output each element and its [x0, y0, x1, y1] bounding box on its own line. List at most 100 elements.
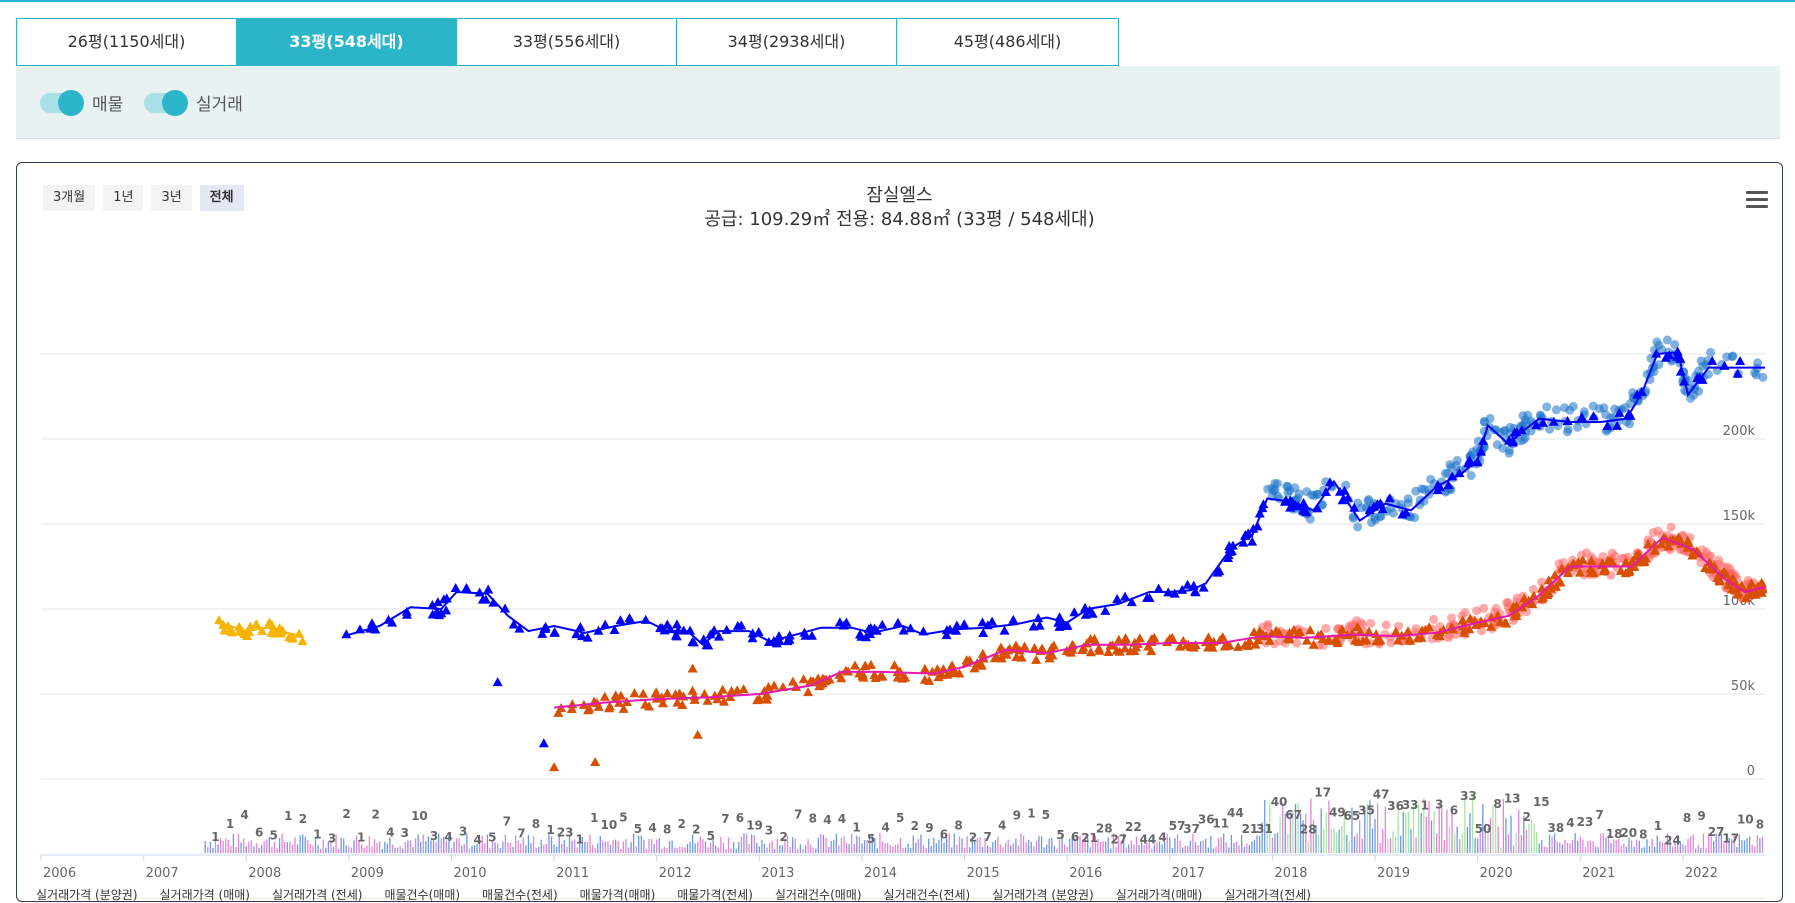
count-label: 44 [1227, 806, 1244, 820]
listing-switch[interactable] [40, 89, 84, 116]
trade-switch[interactable] [144, 89, 188, 116]
count-label: 1 [852, 821, 860, 835]
listing-point [1403, 494, 1413, 504]
trade-marker [566, 704, 577, 714]
count-label: 4 [881, 820, 889, 834]
listing-point [1363, 496, 1373, 506]
trade-marker [590, 757, 601, 766]
listing-point [1347, 620, 1357, 630]
count-label: 3 [430, 829, 438, 843]
count-label: 4 [474, 833, 482, 847]
trade-marker [999, 625, 1010, 635]
trade-marker [798, 674, 809, 684]
tab-33py-556[interactable]: 33평(556세대) [457, 19, 677, 65]
count-label: 27 [1110, 833, 1127, 847]
unit-type-tabs: 26평(1150세대) 33평(548세대) 33평(556세대) 34평(29… [16, 18, 1119, 66]
trade-marker [1037, 643, 1048, 653]
trade-marker [1501, 618, 1512, 628]
trade-marker [1212, 567, 1223, 577]
trade-marker [1727, 584, 1738, 594]
trade-marker [1707, 355, 1718, 365]
count-label: 5 [867, 832, 875, 846]
x-tick-label: 2021 [1582, 866, 1615, 881]
switch-knob [58, 89, 84, 116]
tab-34py[interactable]: 34평(2938세대) [677, 19, 897, 65]
trade-marker [1548, 416, 1559, 426]
count-label: 2 [372, 807, 380, 821]
count-label: 22 [1125, 820, 1142, 834]
tab-26py[interactable]: 26평(1150세대) [17, 19, 237, 65]
trade-marker [1375, 635, 1386, 645]
trade-marker [1563, 568, 1574, 578]
trade-marker [1486, 621, 1497, 631]
trade-marker [1019, 641, 1030, 651]
trade-marker [1393, 635, 1404, 645]
trade-marker [662, 688, 673, 698]
count-label: 6 [1071, 830, 1079, 844]
range-1y-button[interactable]: 1년 [103, 185, 144, 211]
tab-33py-548[interactable]: 33평(548세대) [237, 19, 457, 65]
hamburger-menu-icon[interactable] [1746, 191, 1768, 209]
count-label: 38 [1548, 821, 1565, 835]
trade-marker [1198, 582, 1209, 592]
listing-point [1440, 468, 1450, 478]
count-label: 3 [328, 832, 336, 846]
count-label: 21 [1081, 831, 1098, 845]
trade-marker [1337, 495, 1348, 505]
trade-marker [553, 707, 564, 717]
count-label: 27 [1708, 825, 1725, 839]
count-label: 4 [1158, 831, 1166, 845]
x-tick-label: 2010 [453, 866, 486, 881]
count-label: 36 [1198, 812, 1215, 826]
trade-marker [692, 729, 703, 739]
count-label: 21 [1242, 822, 1259, 836]
trade-marker [219, 625, 230, 635]
trade-marker [584, 703, 595, 713]
trade-toggle[interactable]: 실거래 [144, 89, 243, 116]
trade-marker [769, 680, 780, 690]
count-label: 50 [1475, 822, 1492, 836]
trade-marker [1417, 625, 1428, 635]
trade-marker [849, 660, 860, 670]
count-label: 1 [590, 811, 598, 825]
listing-toggle[interactable]: 매물 [40, 89, 123, 116]
count-label: 5 [634, 822, 642, 836]
trade-marker [919, 674, 930, 684]
range-3y-button[interactable]: 3년 [151, 185, 192, 211]
range-3m-button[interactable]: 3개월 [43, 185, 96, 211]
trade-marker [275, 628, 286, 638]
range-all-button[interactable]: 전체 [199, 185, 244, 211]
count-label: 17 [1722, 831, 1739, 845]
listing-point [1302, 487, 1312, 497]
trade-marker [1111, 645, 1122, 655]
trade-marker [1266, 628, 1277, 638]
trade-marker [869, 670, 880, 680]
trade-marker [1575, 567, 1586, 577]
trade-marker [1224, 640, 1235, 650]
count-label: 5 [619, 810, 627, 824]
count-label: 2 [969, 830, 977, 844]
trade-marker [1732, 368, 1743, 378]
listing-point [1537, 577, 1547, 587]
tab-45py[interactable]: 45평(486세대) [897, 19, 1118, 65]
count-label: 10 [600, 818, 617, 832]
trade-marker [297, 636, 308, 646]
trade-marker [1629, 561, 1640, 571]
listing-point [1353, 522, 1363, 532]
count-label: 33 [1460, 789, 1477, 803]
trade-marker [1599, 565, 1610, 575]
trade-marker [1016, 652, 1027, 662]
trade-marker [1247, 536, 1258, 546]
trade-marker [1238, 537, 1249, 547]
trade-marker [1044, 649, 1055, 659]
listing-point [1498, 443, 1508, 453]
count-label: 1 [1421, 799, 1429, 813]
trade-marker [889, 660, 900, 670]
trade-marker [1602, 420, 1613, 430]
trade-marker [266, 619, 277, 629]
count-label: 23 [557, 825, 574, 839]
trade-marker [1067, 644, 1078, 654]
listing-point [1415, 495, 1425, 505]
trade-marker [1700, 563, 1711, 573]
trade-marker [1112, 593, 1123, 603]
